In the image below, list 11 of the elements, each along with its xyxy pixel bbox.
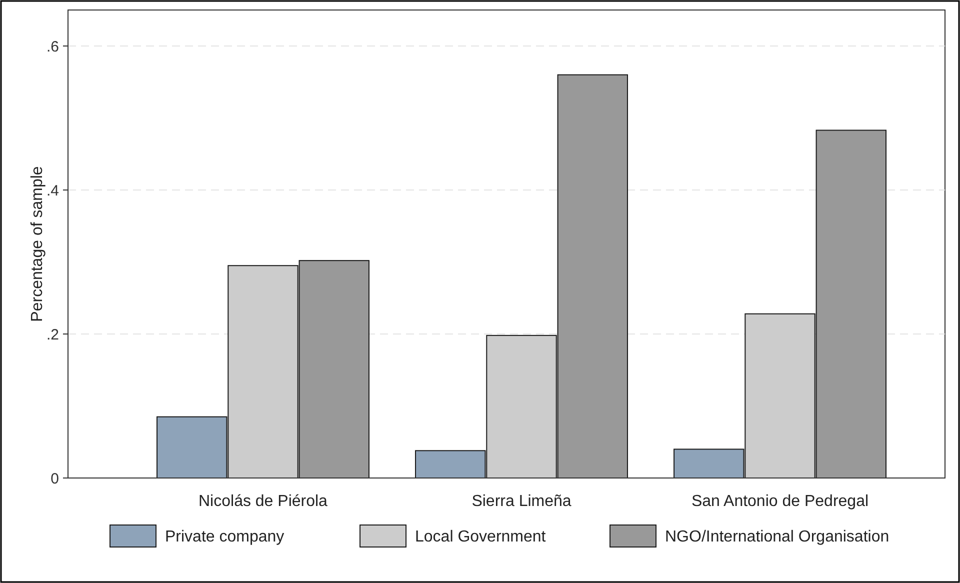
y-tick-label: 0 xyxy=(50,470,59,488)
y-tick-label: .4 xyxy=(46,182,59,200)
legend-label: NGO/International Organisation xyxy=(665,528,890,546)
legend-label: Local Government xyxy=(415,528,546,546)
x-tick-label: Nicolás de Piérola xyxy=(198,493,328,510)
x-tick-label: San Antonio de Pedregal xyxy=(691,493,869,510)
y-axis-title: Percentage of sample xyxy=(29,166,46,322)
x-tick-label: Sierra Limeña xyxy=(472,493,572,510)
y-tick-label: .6 xyxy=(46,38,59,56)
legend-label: Private company xyxy=(165,528,284,546)
y-tick-label: .2 xyxy=(46,326,59,344)
